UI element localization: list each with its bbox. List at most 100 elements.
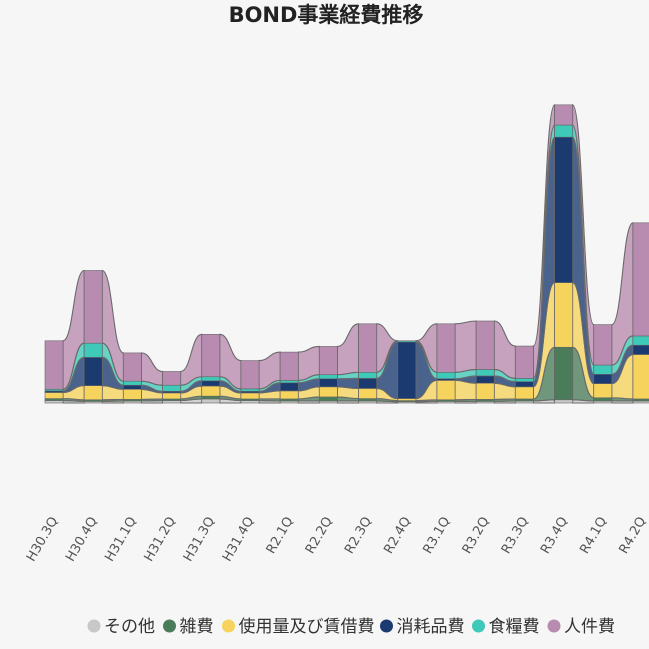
x-tick-label: R2.1Q xyxy=(264,515,297,557)
bar-stacks xyxy=(44,104,649,404)
x-tick-label: R2.2Q xyxy=(303,515,336,557)
bar-segment xyxy=(358,371,377,379)
flow-band xyxy=(454,320,477,373)
legend-label: 雑費 xyxy=(180,617,214,637)
bar-segment xyxy=(83,385,103,401)
x-tick-label: R3.3Q xyxy=(499,515,532,557)
bar-segment xyxy=(358,398,377,402)
flow-band xyxy=(336,377,360,390)
flow-band xyxy=(493,320,516,379)
x-tick-label: R2.3Q xyxy=(342,515,375,557)
legend-label: 使用量及び賃借費 xyxy=(239,616,375,637)
legend-swatch xyxy=(547,619,561,633)
flow-band xyxy=(180,333,203,386)
legend-swatch xyxy=(163,619,176,633)
bar-segment xyxy=(436,323,456,373)
bar-segment xyxy=(593,364,613,375)
bar-segment xyxy=(475,399,495,402)
bar-segment xyxy=(279,380,299,384)
bar-segment xyxy=(240,392,260,400)
bar-segment xyxy=(83,357,103,386)
bar-segment xyxy=(240,388,260,392)
bar-segment xyxy=(515,381,534,388)
bar-segment xyxy=(515,378,534,382)
flow-band xyxy=(336,323,360,376)
bar-segment xyxy=(554,282,573,348)
bar-segment xyxy=(319,378,338,388)
bar-segment xyxy=(593,324,613,366)
bar-segment xyxy=(358,323,377,373)
bar-segment xyxy=(162,384,181,392)
bar-segment xyxy=(319,386,338,398)
bar-segment xyxy=(436,380,456,401)
bar-segment xyxy=(515,398,534,402)
bar-segment xyxy=(632,344,649,355)
legend-swatch xyxy=(222,619,235,633)
legend-label: 食糧費 xyxy=(489,617,540,637)
bar-segment xyxy=(201,376,221,382)
x-tick-label: H31.1Q xyxy=(102,515,139,565)
bar-segment xyxy=(123,384,142,390)
bar-segment xyxy=(475,320,495,370)
bar-segment xyxy=(123,388,142,400)
x-tick-label: R3.2Q xyxy=(460,515,493,557)
bar-segment xyxy=(319,346,338,376)
bar-segment xyxy=(515,345,534,379)
chart-title: BOND事業経費推移 xyxy=(229,3,424,27)
bar-segment xyxy=(201,380,221,387)
legend-label: 人件費 xyxy=(564,617,615,637)
bar-segment xyxy=(201,398,221,404)
legend-swatch xyxy=(87,619,101,633)
bar-segment xyxy=(319,400,338,404)
x-tick-label: H31.3Q xyxy=(181,515,218,565)
bar-segment xyxy=(397,398,417,401)
x-tick-label: R3.1Q xyxy=(420,515,453,557)
flow-band xyxy=(140,352,164,386)
bar-segment xyxy=(279,390,299,400)
bar-segment xyxy=(475,369,495,377)
bar-segment xyxy=(279,398,299,402)
bar-segment xyxy=(44,400,64,404)
bar-segment xyxy=(397,341,417,399)
bar-segment xyxy=(593,400,613,404)
x-axis-ticks: H30.3Q H30.4Q H31.1Q H31.2Q H31.3Q H31.4Q R2.1… xyxy=(24,515,649,565)
bar-segment xyxy=(632,354,649,400)
bar-segment xyxy=(358,388,377,399)
bar-segment xyxy=(83,270,103,344)
bar-segment xyxy=(554,124,573,138)
bar-segment xyxy=(319,374,338,380)
bar-segment xyxy=(162,392,181,400)
x-tick-label: H30.4Q xyxy=(63,515,100,565)
bar-segment xyxy=(515,386,534,400)
bar-segment xyxy=(554,399,573,404)
legend-swatch xyxy=(472,619,485,633)
x-tick-label: R2.4Q xyxy=(381,515,414,557)
flow-band xyxy=(297,345,320,381)
legend-swatch xyxy=(380,619,393,633)
bar-segment xyxy=(593,383,613,399)
bar-segment xyxy=(44,340,64,390)
x-tick-label: H30.3Q xyxy=(24,515,61,565)
bar-segment xyxy=(554,104,573,126)
bar-segment xyxy=(358,400,377,404)
bar-segment xyxy=(632,335,649,346)
bar-segment xyxy=(162,371,181,386)
bar-segment xyxy=(358,378,377,389)
bar-segment xyxy=(279,382,299,392)
x-tick-label: H31.2Q xyxy=(142,515,179,565)
bar-segment xyxy=(632,222,649,337)
x-tick-label: R3.4Q xyxy=(538,515,571,557)
bar-segment xyxy=(632,398,649,402)
bar-segment xyxy=(123,352,142,382)
bar-segment xyxy=(44,398,64,401)
bar-segment xyxy=(436,371,456,380)
legend-label: 消耗品費 xyxy=(397,617,465,637)
bar-segment xyxy=(397,340,417,343)
x-tick-label: R4.2Q xyxy=(616,515,649,557)
bar-segment xyxy=(83,342,103,358)
bar-segment xyxy=(240,360,260,390)
bar-segment xyxy=(475,375,495,384)
bar-segment xyxy=(515,400,534,404)
bar-segment xyxy=(123,400,142,404)
